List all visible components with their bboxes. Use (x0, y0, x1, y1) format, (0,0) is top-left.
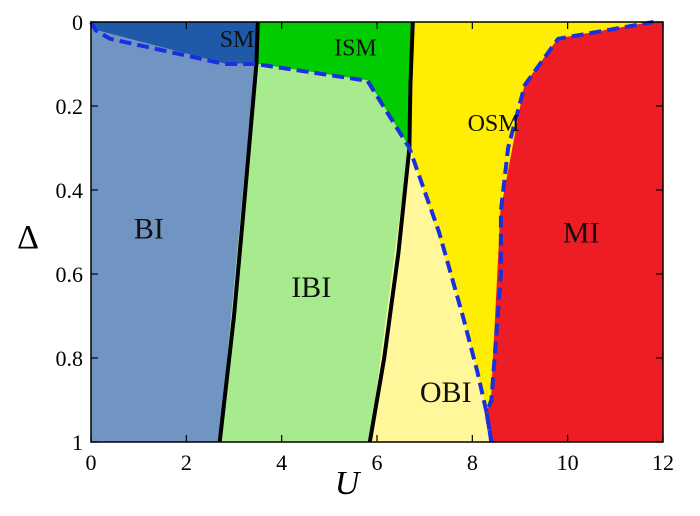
x-tick-label: 0 (86, 450, 97, 475)
y-tick-label: 0.6 (56, 262, 84, 287)
region-label-bi: BI (134, 212, 164, 245)
region-label-ibi: IBI (291, 271, 331, 304)
x-tick-label: 4 (276, 450, 287, 475)
x-tick-label: 8 (467, 450, 478, 475)
phase-boundaries (89, 20, 654, 443)
x-tick-label: 12 (652, 450, 674, 475)
x-tick-label: 6 (372, 450, 383, 475)
region-label-ism: ISM (334, 36, 377, 62)
solid-boundary-1 (217, 21, 260, 443)
y-tick-label: 0 (72, 10, 83, 35)
x-tick-label: 2 (181, 450, 192, 475)
region-label-osm: OSM (468, 111, 520, 137)
dashed-boundary-3 (89, 21, 494, 443)
y-tick-label: 0.2 (56, 94, 84, 119)
region-label-sm: SM (220, 27, 255, 53)
x-tick-label: 10 (557, 450, 579, 475)
x-axis-label: U (335, 465, 362, 502)
y-axis-label: Δ (17, 219, 39, 256)
region-label-mi: MI (563, 217, 600, 250)
region-labels: SM BI ISM IBI OSM OBI MI (134, 27, 600, 409)
y-tick-label: 1 (72, 430, 83, 455)
y-tick-label: 0.4 (56, 178, 84, 203)
dashed-boundary-4 (484, 20, 654, 443)
region-label-obi: OBI (420, 376, 472, 409)
axis-ticks: 0 2 4 6 8 10 12 0 0.2 0.4 0.6 0.8 1 (56, 10, 675, 475)
solid-boundary-2 (367, 21, 415, 443)
y-tick-label: 0.8 (56, 346, 84, 371)
